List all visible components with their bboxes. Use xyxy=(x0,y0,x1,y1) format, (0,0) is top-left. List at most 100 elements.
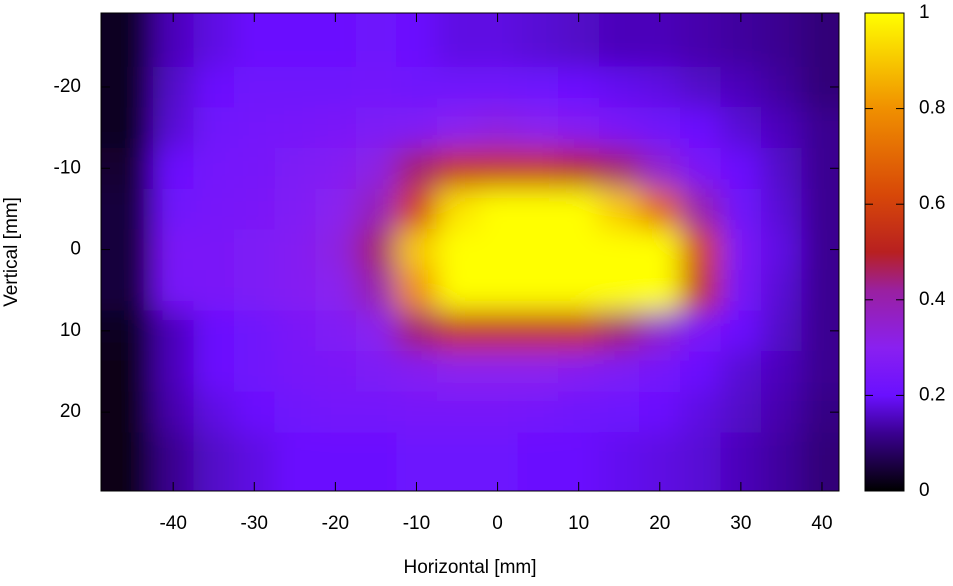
heat-cell xyxy=(152,66,194,108)
heat-cell xyxy=(193,66,235,108)
heat-cell xyxy=(761,147,803,190)
heat-cell xyxy=(315,351,357,393)
heat-cell xyxy=(152,310,194,352)
colorbar-tick-label: 0.6 xyxy=(919,193,945,214)
heat-cell xyxy=(152,432,194,491)
heat-cell xyxy=(517,351,559,393)
heat-cell xyxy=(598,269,640,312)
heat-cell xyxy=(396,66,438,108)
heat-cell xyxy=(101,107,154,149)
heat-cell xyxy=(193,432,235,491)
heat-cell xyxy=(355,66,397,108)
heat-cell xyxy=(801,432,839,491)
heat-cell xyxy=(396,432,438,491)
heat-cell xyxy=(761,310,803,352)
heat-cell xyxy=(680,188,722,230)
heat-cell xyxy=(761,432,803,491)
heat-cell xyxy=(315,391,357,433)
heat-cell xyxy=(720,432,762,491)
heat-cell xyxy=(517,13,559,68)
x-tick-label: 40 xyxy=(811,513,832,534)
heat-cell xyxy=(720,229,762,271)
y-tick-label: -20 xyxy=(54,76,81,97)
x-tick-label: -20 xyxy=(322,513,349,534)
heat-cell xyxy=(477,13,519,68)
heat-cell xyxy=(234,351,276,393)
heat-cell xyxy=(274,229,316,271)
x-tick-label: 30 xyxy=(730,513,751,534)
colorbar-tick-label: 0.2 xyxy=(919,384,945,405)
heat-cell xyxy=(477,229,519,271)
heat-cell xyxy=(598,107,640,149)
heat-cell xyxy=(761,107,803,149)
x-axis-label: Horizontal [mm] xyxy=(403,557,536,578)
heat-cell xyxy=(396,351,438,393)
heat-cell xyxy=(517,269,559,312)
heat-cell xyxy=(315,147,357,190)
heat-cell xyxy=(234,432,276,491)
heat-cell xyxy=(761,351,803,393)
heat-cell xyxy=(477,188,519,230)
heat-cell xyxy=(639,269,681,312)
heat-cell xyxy=(355,391,397,433)
heat-cell xyxy=(234,66,276,108)
heat-cell xyxy=(720,391,762,433)
heat-cell xyxy=(598,66,640,108)
heat-cell xyxy=(801,269,839,312)
heat-cell xyxy=(355,229,397,271)
heat-cell xyxy=(558,310,600,352)
heat-cell xyxy=(436,188,478,230)
heat-cell xyxy=(274,310,316,352)
heat-cell xyxy=(558,107,600,149)
heat-cell xyxy=(477,269,519,312)
heat-cell xyxy=(680,432,722,491)
heat-cell xyxy=(355,310,397,352)
heat-cell xyxy=(517,188,559,230)
heat-cell xyxy=(101,351,154,393)
heat-cell xyxy=(315,188,357,230)
heat-cell xyxy=(234,13,276,68)
heat-cell xyxy=(801,13,839,68)
heat-cell xyxy=(396,188,438,230)
heat-cell xyxy=(598,229,640,271)
heat-cell xyxy=(436,107,478,149)
heat-cell xyxy=(558,13,600,68)
heat-cell xyxy=(720,107,762,149)
heat-cell xyxy=(558,351,600,393)
heat-cell xyxy=(436,269,478,312)
heat-cell xyxy=(315,269,357,312)
heat-cell xyxy=(598,188,640,230)
heat-cell xyxy=(436,351,478,393)
heat-cell xyxy=(315,66,357,108)
x-tick-label: -10 xyxy=(403,513,430,534)
heat-cell xyxy=(517,66,559,108)
heat-cell xyxy=(274,188,316,230)
heat-cell xyxy=(274,66,316,108)
heat-cell xyxy=(639,229,681,271)
heat-cell xyxy=(639,432,681,491)
heat-cell xyxy=(598,147,640,190)
heat-cell xyxy=(639,310,681,352)
heat-cell xyxy=(436,147,478,190)
heat-cell xyxy=(436,13,478,68)
heat-cell xyxy=(234,310,276,352)
heat-cell xyxy=(761,13,803,68)
heat-cell xyxy=(598,432,640,491)
heat-cell xyxy=(274,147,316,190)
heat-cell xyxy=(558,147,600,190)
heat-cell xyxy=(152,147,194,190)
heat-cell xyxy=(517,147,559,190)
x-tick-label: 0 xyxy=(492,513,503,534)
heat-cell xyxy=(193,107,235,149)
heat-cell xyxy=(315,107,357,149)
heat-cell xyxy=(558,269,600,312)
x-tick-label: 20 xyxy=(649,513,670,534)
heat-cell xyxy=(193,147,235,190)
heat-cell xyxy=(396,391,438,433)
heat-cell xyxy=(639,66,681,108)
heat-cell xyxy=(680,310,722,352)
heat-cell xyxy=(517,391,559,433)
heat-cell xyxy=(436,310,478,352)
y-tick-label: 0 xyxy=(70,239,81,260)
heat-cell xyxy=(315,13,357,68)
